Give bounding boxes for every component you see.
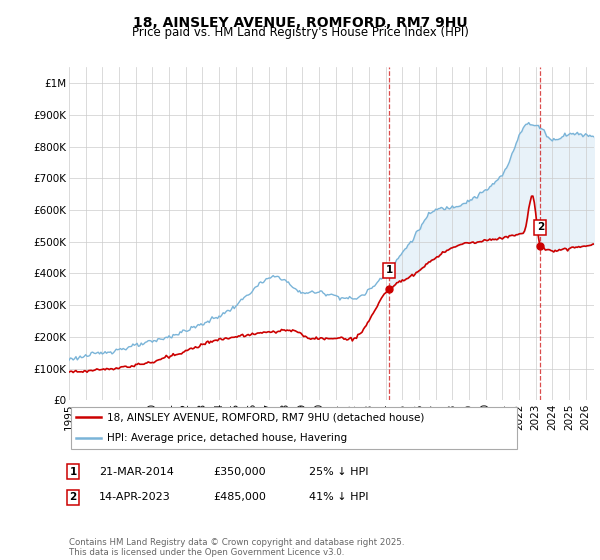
Text: 2: 2 (70, 492, 77, 502)
Text: £485,000: £485,000 (213, 492, 266, 502)
Text: 1: 1 (70, 466, 77, 477)
Text: HPI: Average price, detached house, Havering: HPI: Average price, detached house, Have… (107, 433, 347, 444)
FancyBboxPatch shape (71, 407, 517, 449)
Text: Contains HM Land Registry data © Crown copyright and database right 2025.
This d: Contains HM Land Registry data © Crown c… (69, 538, 404, 557)
Text: 25% ↓ HPI: 25% ↓ HPI (309, 466, 368, 477)
Text: 14-APR-2023: 14-APR-2023 (99, 492, 171, 502)
Text: 1: 1 (386, 265, 393, 276)
Text: 21-MAR-2014: 21-MAR-2014 (99, 466, 174, 477)
Text: £350,000: £350,000 (213, 466, 266, 477)
Text: 18, AINSLEY AVENUE, ROMFORD, RM7 9HU (detached house): 18, AINSLEY AVENUE, ROMFORD, RM7 9HU (de… (107, 412, 425, 422)
Text: Price paid vs. HM Land Registry's House Price Index (HPI): Price paid vs. HM Land Registry's House … (131, 26, 469, 39)
Text: 18, AINSLEY AVENUE, ROMFORD, RM7 9HU: 18, AINSLEY AVENUE, ROMFORD, RM7 9HU (133, 16, 467, 30)
Text: 41% ↓ HPI: 41% ↓ HPI (309, 492, 368, 502)
Text: 2: 2 (537, 222, 544, 232)
